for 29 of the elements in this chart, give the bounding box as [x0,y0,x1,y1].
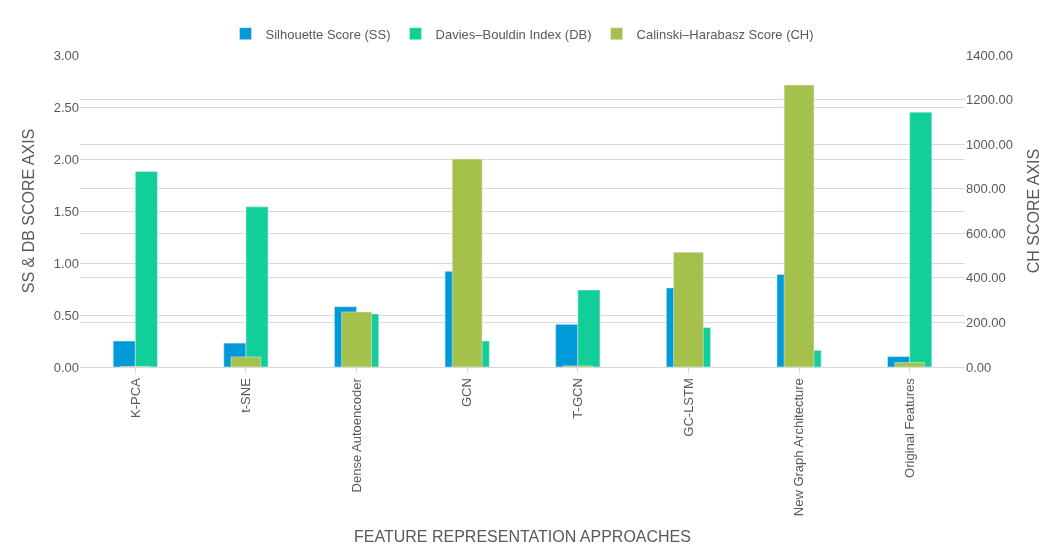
legend-label: Silhouette Score (SS) [265,26,391,42]
x-tick-label: K-PCA [127,377,143,418]
x-tick-label: GCN [459,378,475,408]
y-tick-label: 3.00 [53,47,79,63]
x-tick-label: GC-LSTM [680,378,696,437]
y-tick-label: 1.50 [53,203,79,219]
y-tick-label: 1.00 [53,255,79,271]
y-tick-label: 0.50 [53,307,79,323]
legend-label: Calinski–Harabasz Score (CH) [636,26,814,42]
x-tick-label: New Graph Architecture [791,378,807,517]
y-axis-title: SS & DB SCORE AXIS [19,128,37,294]
y2-tick-label: 400.00 [966,270,1006,286]
x-tick-label: T-GCN [570,378,586,419]
y2-tick-label: 1200.00 [966,92,1013,108]
x-axis-title: FEATURE REPRESENTATION APPROACHES [354,527,691,545]
y2-tick-label: 200.00 [966,314,1006,330]
y2-axis-title: CH SCORE AXIS [1024,148,1042,274]
y2-tick-label: 600.00 [966,225,1006,241]
x-tick-label: t-SNE [238,377,254,413]
y-tick-label: 2.00 [53,151,79,167]
y-tick-label: 0.00 [53,359,79,375]
y2-tick-label: 0.00 [966,359,992,375]
y2-tick-label: 1400.00 [966,47,1013,63]
x-tick-label: Original Features [901,377,917,478]
y2-tick-label: 1000.00 [966,136,1013,152]
y2-tick-label: 800.00 [966,181,1006,197]
y-tick-label: 2.50 [53,99,79,115]
x-tick-label: Dense Autoencoder [348,377,364,493]
legend-label: Davies–Bouldin Index (DB) [435,26,592,42]
